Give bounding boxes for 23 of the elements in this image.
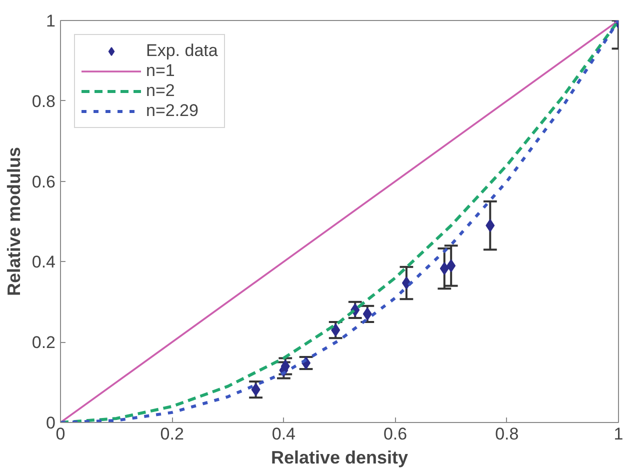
x-tick-label: 0.6 [383,424,408,444]
x-tick-label: 1 [614,424,624,444]
x-axis-title: Relative density [270,448,408,468]
point [251,383,260,396]
point [402,276,411,290]
y-tick-label: 0.6 [32,172,56,192]
y-tick-label: 0.4 [32,252,56,272]
x-tick-label: 0.2 [160,424,184,444]
point [486,219,495,232]
point [440,262,449,276]
legend-label: n=2.29 [146,101,198,121]
y-tick-label: 1 [46,12,56,30]
y-axis-title: Relative modulus [4,146,24,296]
y-tick-label: 0.2 [32,333,56,352]
y-tick-label: 0.8 [32,92,56,111]
point [362,307,372,320]
x-tick-label: 0.4 [272,424,296,444]
legend-label: n=2 [146,81,175,101]
legend-label: Exp. data [146,41,218,61]
point [446,259,456,272]
x-tick-label: 0.8 [495,424,519,444]
point [331,324,340,337]
legend-label: n=1 [146,61,175,81]
